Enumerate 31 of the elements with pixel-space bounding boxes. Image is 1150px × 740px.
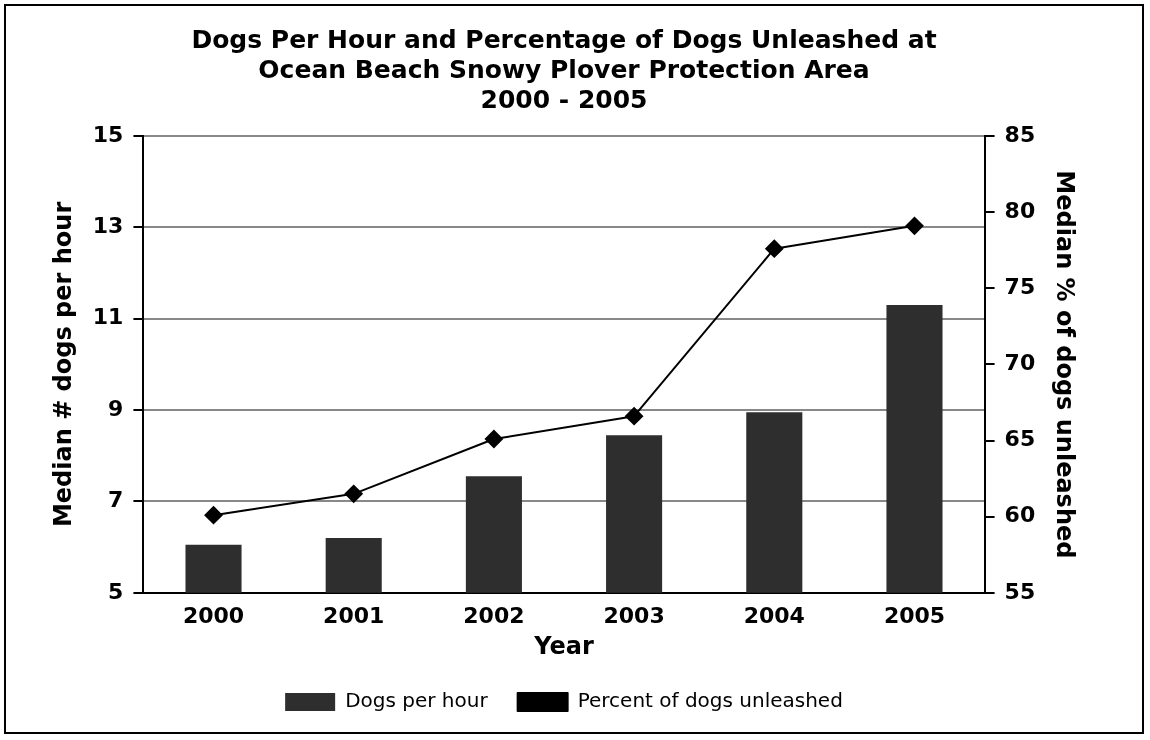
x-tick-label: 2000 <box>182 602 245 628</box>
chart-title: Dogs Per Hour and Percentage of Dogs Unleashed at Ocean Beach Snowy Plover Protection Area 2000 - 2005 <box>191 24 937 114</box>
y-tick-label: 9 <box>108 395 124 421</box>
legend-label: Dogs per hour <box>345 688 489 713</box>
y-tick-label: 13 <box>92 213 124 239</box>
point <box>204 506 223 525</box>
x-axis-title: Year <box>533 631 594 660</box>
y2-tick-label: 70 <box>1004 350 1036 376</box>
x-tick-label: 2002 <box>463 602 525 628</box>
x-tick-label: 2005 <box>883 602 946 628</box>
x-tick-label: 2004 <box>743 602 805 628</box>
y-tick-label: 5 <box>108 578 124 604</box>
y-tick-label: 15 <box>92 121 124 147</box>
y2-tick-label: 80 <box>1004 197 1036 223</box>
x-tick-label: 2003 <box>603 602 665 628</box>
y2-tick-label: 55 <box>1004 578 1036 604</box>
y2-tick-label: 75 <box>1004 273 1036 299</box>
y2-axis-title: Median % of dogs unleashed <box>1051 170 1080 559</box>
point <box>625 407 644 426</box>
y2-tick-label: 65 <box>1004 426 1036 452</box>
point <box>484 430 503 449</box>
y-tick-label: 7 <box>108 487 124 513</box>
point <box>344 484 363 503</box>
y-axis-title: Median # dogs per hour <box>48 201 77 528</box>
point <box>905 216 924 235</box>
y2-tick-label: 85 <box>1004 121 1036 147</box>
x-tick-label: 2001 <box>323 602 385 628</box>
point <box>765 239 784 258</box>
legend-label: Percent of dogs unleashed <box>577 688 843 713</box>
y2-tick-label: 60 <box>1004 502 1036 528</box>
y-tick-label: 11 <box>92 304 124 330</box>
